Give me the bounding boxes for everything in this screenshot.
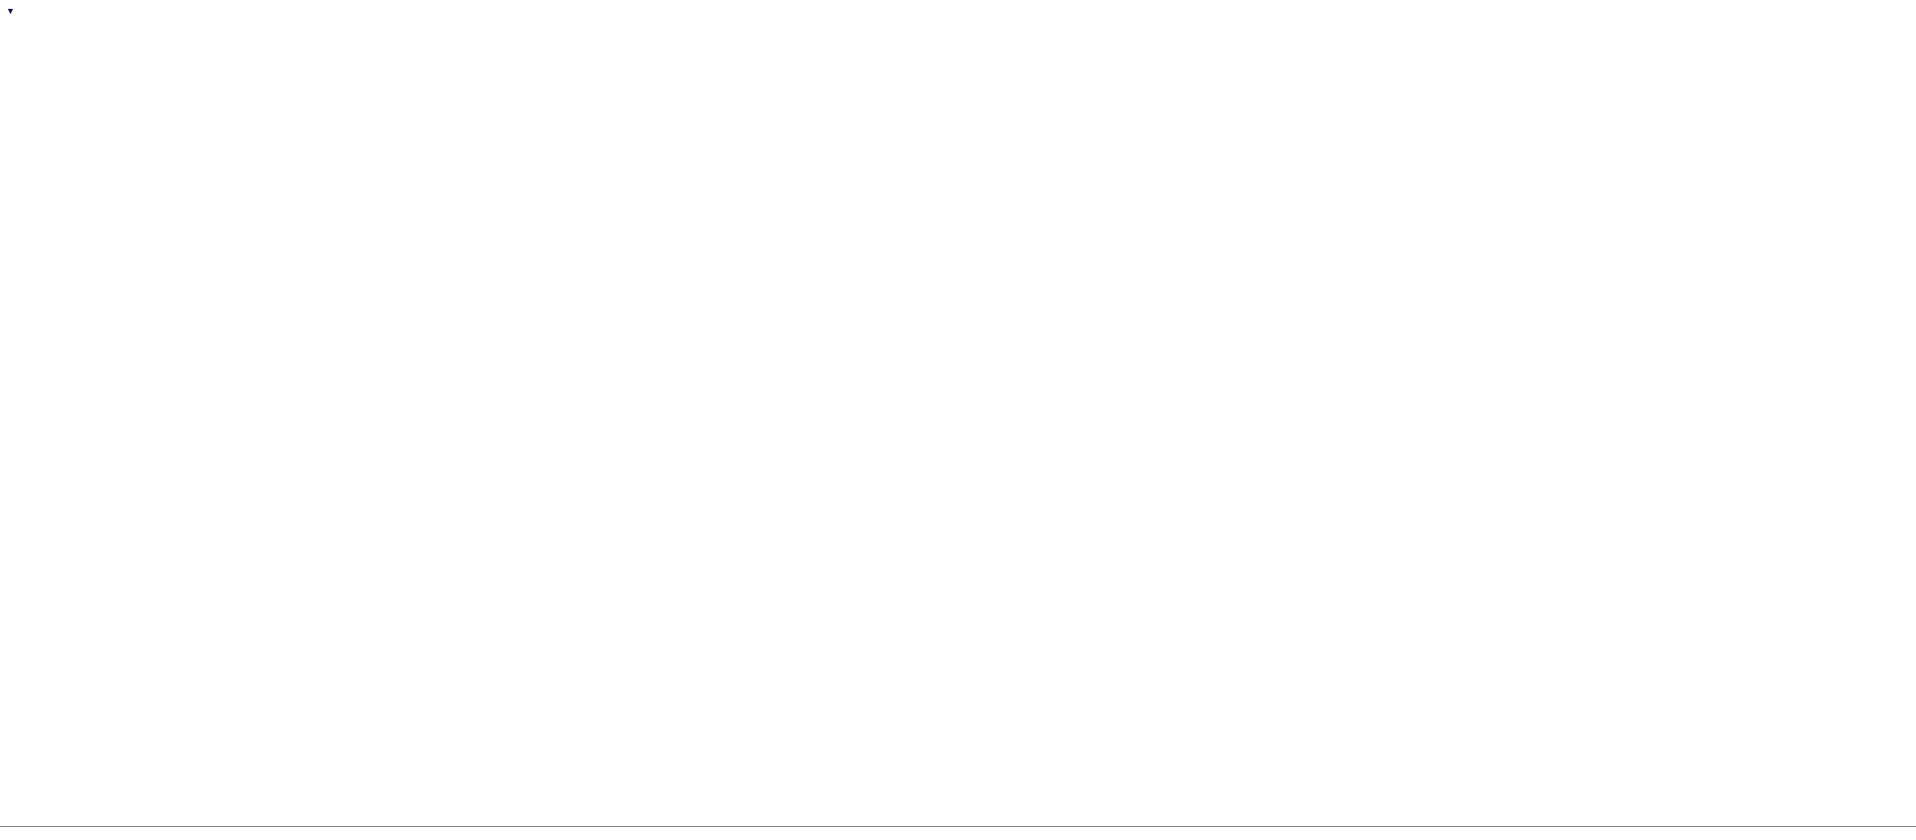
chart-title: ▼ bbox=[6, 3, 23, 17]
price-axis[interactable] bbox=[1862, 0, 1916, 840]
stochastic-indicator-label bbox=[7, 586, 17, 598]
time-axis[interactable] bbox=[0, 826, 1916, 840]
symbol-marker-icon: ▼ bbox=[6, 6, 15, 16]
